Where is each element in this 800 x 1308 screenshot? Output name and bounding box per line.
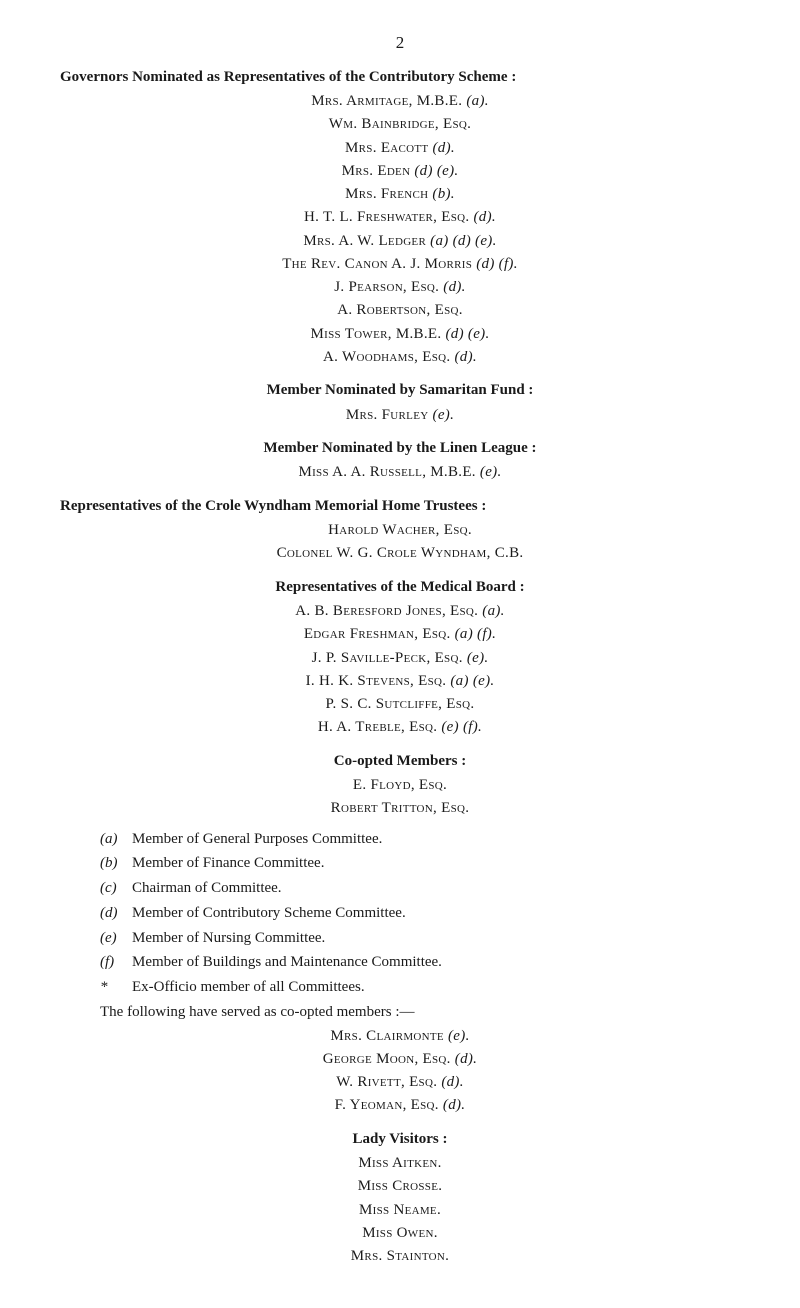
list-item: A. Woodhams, Esq. (d).: [60, 346, 740, 369]
key-item: (a)Member of General Purposes Committee.: [100, 827, 740, 852]
key-item: *Ex-Officio member of all Committees.: [100, 975, 740, 1000]
list-item: Miss Owen.: [60, 1222, 740, 1245]
governors-list: Mrs. Armitage, M.B.E. (a). Wm. Bainbridg…: [60, 90, 740, 369]
list-item: Mrs. French (b).: [60, 183, 740, 206]
key-item: (e)Member of Nursing Committee.: [100, 926, 740, 951]
list-item: F. Yeoman, Esq. (d).: [60, 1094, 740, 1117]
key-item: (c)Chairman of Committee.: [100, 876, 740, 901]
medical-list: A. B. Beresford Jones, Esq. (a). Edgar F…: [60, 600, 740, 740]
governors-title: Governors Nominated as Representatives o…: [60, 66, 740, 89]
list-item: H. A. Treble, Esq. (e) (f).: [60, 716, 740, 739]
list-item: Colonel W. G. Crole Wyndham, C.B.: [60, 542, 740, 565]
list-item: E. Floyd, Esq.: [60, 774, 740, 797]
list-item: The Rev. Canon A. J. Morris (d) (f).: [60, 253, 740, 276]
coopted-title: Co-opted Members :: [60, 750, 740, 773]
list-item: George Moon, Esq. (d).: [60, 1048, 740, 1071]
list-item: I. H. K. Stevens, Esq. (a) (e).: [60, 670, 740, 693]
list-item: Miss Aitken.: [60, 1152, 740, 1175]
linen-title: Member Nominated by the Linen League :: [60, 437, 740, 460]
coopted-followup-intro: The following have served as co-opted me…: [100, 1000, 740, 1025]
list-item: Mrs. Eacott (d).: [60, 137, 740, 160]
list-item: Robert Tritton, Esq.: [60, 797, 740, 820]
key-item: (f)Member of Buildings and Maintenance C…: [100, 950, 740, 975]
samaritan-title: Member Nominated by Samaritan Fund :: [60, 379, 740, 402]
list-item: W. Rivett, Esq. (d).: [60, 1071, 740, 1094]
key-item: (d)Member of Contributory Scheme Committ…: [100, 901, 740, 926]
list-item: J. P. Saville-Peck, Esq. (e).: [60, 647, 740, 670]
list-item: Mrs. Stainton.: [60, 1245, 740, 1268]
medical-title: Representatives of the Medical Board :: [60, 576, 740, 599]
list-item: P. S. C. Sutcliffe, Esq.: [60, 693, 740, 716]
list-item: Mrs. Furley (e).: [60, 404, 740, 427]
list-item: Mrs. Armitage, M.B.E. (a).: [60, 90, 740, 113]
lady-title: Lady Visitors :: [60, 1128, 740, 1151]
list-item: J. Pearson, Esq. (d).: [60, 276, 740, 299]
list-item: Mrs. A. W. Ledger (a) (d) (e).: [60, 230, 740, 253]
list-item: Mrs. Eden (d) (e).: [60, 160, 740, 183]
document-page: 2 Governors Nominated as Representatives…: [0, 0, 800, 1308]
key-list: (a)Member of General Purposes Committee.…: [100, 827, 740, 1000]
page-number: 2: [60, 30, 740, 56]
crole-title: Representatives of the Crole Wyndham Mem…: [60, 495, 740, 518]
list-item: Miss Crosse.: [60, 1175, 740, 1198]
list-item: Edgar Freshman, Esq. (a) (f).: [60, 623, 740, 646]
key-item: (b)Member of Finance Committee.: [100, 851, 740, 876]
list-item: Wm. Bainbridge, Esq.: [60, 113, 740, 136]
list-item: H. T. L. Freshwater, Esq. (d).: [60, 206, 740, 229]
coopted-followup-list: Mrs. Clairmonte (e). George Moon, Esq. (…: [60, 1025, 740, 1118]
list-item: Miss Neame.: [60, 1199, 740, 1222]
list-item: Harold Wacher, Esq.: [60, 519, 740, 542]
list-item: A. Robertson, Esq.: [60, 299, 740, 322]
list-item: A. B. Beresford Jones, Esq. (a).: [60, 600, 740, 623]
list-item: Miss Tower, M.B.E. (d) (e).: [60, 323, 740, 346]
list-item: Mrs. Clairmonte (e).: [60, 1025, 740, 1048]
list-item: Miss A. A. Russell, M.B.E. (e).: [60, 461, 740, 484]
